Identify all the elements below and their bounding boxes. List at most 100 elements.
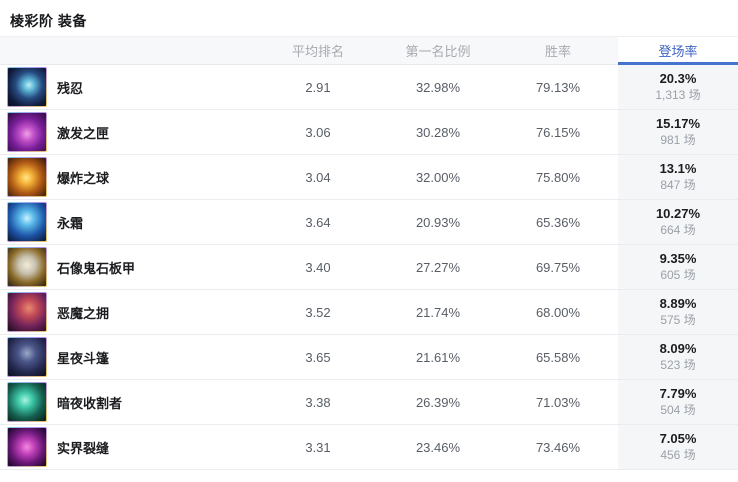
column-header-avg-rank[interactable]: 平均排名 <box>291 44 344 59</box>
games-count: 1,313 场 <box>655 87 701 102</box>
table-row[interactable]: 爆炸之球 3.04 32.00% 75.80% 13.1% 847 场 <box>0 155 738 200</box>
column-header-first-place-rate[interactable]: 第一名比例 <box>405 44 471 59</box>
table-body: 残忍 2.91 32.98% 79.13% 20.3% 1,313 场 激发之匣… <box>0 65 738 470</box>
item-cell: 恶魔之拥 <box>0 290 258 334</box>
items-table: 平均排名 第一名比例 胜率 登场率 残忍 2.91 32.98% 79.13% … <box>0 36 738 470</box>
pick-rate-value: 13.1% <box>659 160 697 176</box>
item-name: 石像鬼石板甲 <box>57 260 136 276</box>
item-name: 爆炸之球 <box>57 170 110 186</box>
avg-rank-value: 2.91 <box>305 79 331 95</box>
avg-rank-value: 3.31 <box>305 439 331 455</box>
pick-rate-value: 7.79% <box>659 385 697 401</box>
win-rate-value: 65.58% <box>535 349 581 365</box>
avg-rank-value: 3.40 <box>305 259 331 275</box>
starry-cloak-item-icon-frame <box>7 337 47 377</box>
item-cell: 激发之匣 <box>0 110 258 154</box>
gargoyle-stoneplate-item-icon-frame <box>7 247 47 287</box>
games-count: 523 场 <box>660 357 696 372</box>
pick-rate-value: 9.35% <box>659 250 697 266</box>
pick-rate-value: 20.3% <box>659 70 697 86</box>
item-cell: 石像鬼石板甲 <box>0 245 258 289</box>
item-name: 星夜斗篷 <box>57 350 110 366</box>
win-rate-value: 69.75% <box>535 259 581 275</box>
first-place-rate-value: 32.00% <box>415 169 461 185</box>
avg-rank-value: 3.52 <box>305 304 331 320</box>
win-rate-value: 73.46% <box>535 439 581 455</box>
pick-rate-value: 15.17% <box>655 115 701 131</box>
cruelty-item-icon-frame <box>7 67 47 107</box>
table-row[interactable]: 石像鬼石板甲 3.40 27.27% 69.75% 9.35% 605 场 <box>0 245 738 290</box>
demonic-embrace-icon <box>8 293 46 331</box>
everfrost-icon <box>8 203 46 241</box>
avg-rank-value: 3.38 <box>305 394 331 410</box>
reality-rift-item-icon-frame <box>7 427 47 467</box>
pick-rate-cell: 13.1% 847 场 <box>618 155 738 199</box>
avg-rank-value: 3.06 <box>305 124 331 140</box>
item-cell: 实界裂缝 <box>0 425 258 469</box>
games-count: 456 场 <box>660 447 696 462</box>
pick-rate-cell: 10.27% 664 场 <box>618 200 738 244</box>
table-row[interactable]: 残忍 2.91 32.98% 79.13% 20.3% 1,313 场 <box>0 65 738 110</box>
win-rate-value: 75.80% <box>535 169 581 185</box>
games-count: 504 场 <box>660 402 696 417</box>
first-place-rate-value: 21.61% <box>415 349 461 365</box>
first-place-rate-value: 23.46% <box>415 439 461 455</box>
win-rate-value: 76.15% <box>535 124 581 140</box>
demonic-embrace-item-icon-frame <box>7 292 47 332</box>
item-cell: 残忍 <box>0 65 258 109</box>
games-count: 847 场 <box>660 177 696 192</box>
page-title: 棱彩阶 装备 <box>10 13 87 29</box>
item-name: 激发之匣 <box>57 125 110 141</box>
column-header-pick-rate-active[interactable]: 登场率 <box>618 37 738 65</box>
first-place-rate-value: 21.74% <box>415 304 461 320</box>
gargoyle-stoneplate-icon <box>8 248 46 286</box>
first-place-rate-value: 30.28% <box>415 124 461 140</box>
table-header-row: 平均排名 第一名比例 胜率 登场率 <box>0 36 738 65</box>
item-cell: 星夜斗篷 <box>0 335 258 379</box>
item-name: 暗夜收割者 <box>57 395 123 411</box>
games-count: 605 场 <box>660 267 696 282</box>
item-name: 永霜 <box>57 215 84 231</box>
table-row[interactable]: 星夜斗篷 3.65 21.61% 65.58% 8.09% 523 场 <box>0 335 738 380</box>
avg-rank-value: 3.64 <box>305 214 331 230</box>
games-count: 981 场 <box>660 132 696 147</box>
table-row[interactable]: 永霜 3.64 20.93% 65.36% 10.27% 664 场 <box>0 200 738 245</box>
spark-casket-icon <box>8 113 46 151</box>
item-cell: 暗夜收割者 <box>0 380 258 424</box>
games-count: 575 场 <box>660 312 696 327</box>
cruelty-icon <box>8 68 46 106</box>
first-place-rate-value: 27.27% <box>415 259 461 275</box>
column-header-win-rate[interactable]: 胜率 <box>544 44 571 59</box>
table-row[interactable]: 暗夜收割者 3.38 26.39% 71.03% 7.79% 504 场 <box>0 380 738 425</box>
table-row[interactable]: 激发之匣 3.06 30.28% 76.15% 15.17% 981 场 <box>0 110 738 155</box>
item-cell: 爆炸之球 <box>0 155 258 199</box>
win-rate-value: 65.36% <box>535 214 581 230</box>
pick-rate-cell: 7.79% 504 场 <box>618 380 738 424</box>
starry-cloak-icon <box>8 338 46 376</box>
spark-casket-item-icon-frame <box>7 112 47 152</box>
item-name: 恶魔之拥 <box>57 305 110 321</box>
table-row[interactable]: 恶魔之拥 3.52 21.74% 68.00% 8.89% 575 场 <box>0 290 738 335</box>
first-place-rate-value: 32.98% <box>415 79 461 95</box>
explosive-orb-item-icon-frame <box>7 157 47 197</box>
pick-rate-value: 8.89% <box>659 295 697 311</box>
item-name: 实界裂缝 <box>57 440 110 456</box>
pick-rate-cell: 15.17% 981 场 <box>618 110 738 154</box>
item-cell: 永霜 <box>0 200 258 244</box>
games-count: 664 场 <box>660 222 696 237</box>
pick-rate-cell: 8.89% 575 场 <box>618 290 738 334</box>
avg-rank-value: 3.04 <box>305 169 331 185</box>
first-place-rate-value: 26.39% <box>415 394 461 410</box>
first-place-rate-value: 20.93% <box>415 214 461 230</box>
win-rate-value: 68.00% <box>535 304 581 320</box>
win-rate-value: 79.13% <box>535 79 581 95</box>
pick-rate-cell: 7.05% 456 场 <box>618 425 738 469</box>
table-row[interactable]: 实界裂缝 3.31 23.46% 73.46% 7.05% 456 场 <box>0 425 738 470</box>
night-harvester-item-icon-frame <box>7 382 47 422</box>
pick-rate-value: 10.27% <box>655 205 701 221</box>
pick-rate-cell: 9.35% 605 场 <box>618 245 738 289</box>
pick-rate-cell: 20.3% 1,313 场 <box>618 65 738 109</box>
avg-rank-value: 3.65 <box>305 349 331 365</box>
night-harvester-icon <box>8 383 46 421</box>
